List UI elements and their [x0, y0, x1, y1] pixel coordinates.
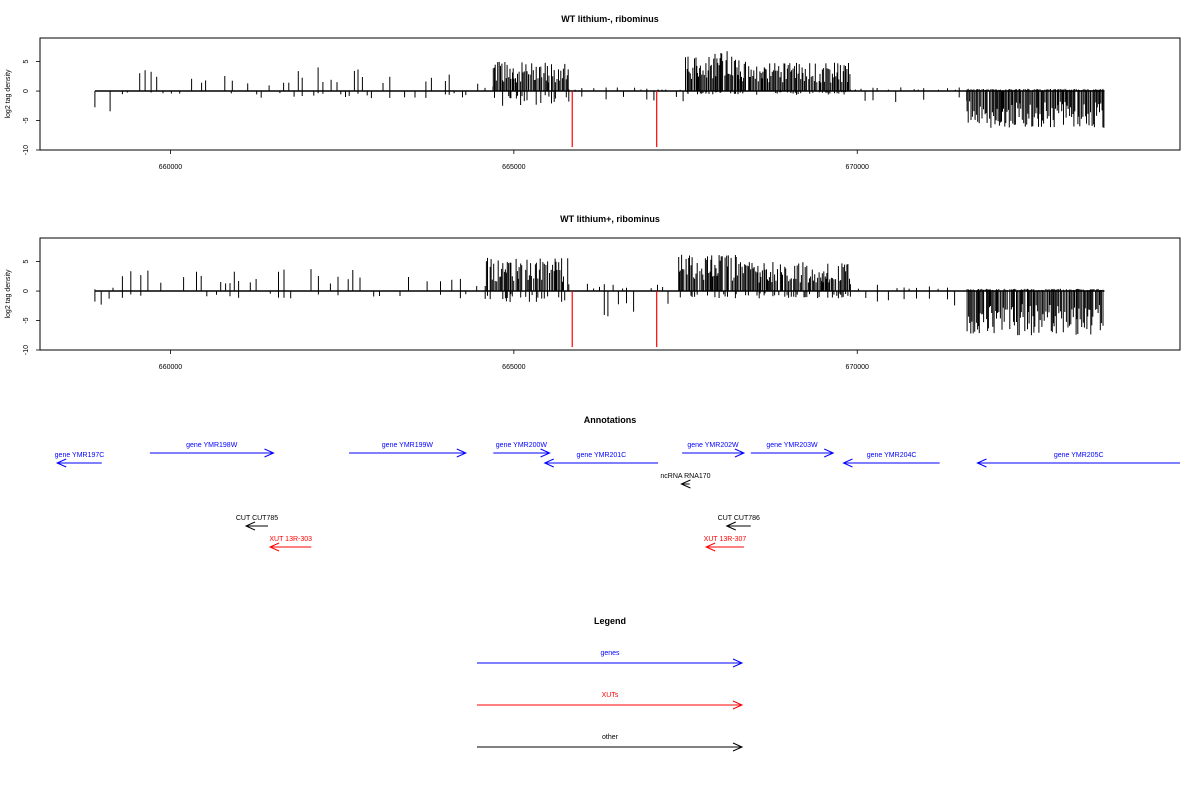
annotation-feature: gene YMR205C: [976, 452, 1180, 468]
y-axis-label: log2 tag density: [5, 69, 12, 119]
annotation-feature: CUT CUT786: [718, 515, 760, 531]
plot-frame: [39, 237, 1181, 351]
feature-arrow-head: [268, 542, 280, 552]
annotation-feature: XUT 13R-307: [704, 536, 747, 552]
legend-item: other: [477, 734, 744, 752]
annotation-label: gene YMR201C: [577, 452, 627, 459]
y-axis-label: log2 tag density: [5, 269, 12, 319]
annotation-label: gene YMR204C: [867, 452, 917, 459]
annotation-feature: gene YMR203W: [750, 442, 835, 458]
legend-label: other: [602, 734, 619, 741]
annotation-label: gene YMR199W: [382, 442, 434, 449]
panel2-title: WT lithium+, ribominus: [560, 214, 660, 224]
y-tick-label: 5: [23, 60, 30, 64]
feature-arrow-head: [680, 479, 691, 489]
panel1-title: WT lithium-, ribominus: [561, 14, 659, 24]
feature-arrow-head: [264, 448, 275, 458]
panel2-plot: -10 -5 0 5 log2 tag density 660000 665000 67000…: [5, 237, 1181, 371]
plot-frame: [39, 37, 1181, 151]
annotation-feature: gene YMR200W: [493, 442, 551, 458]
x-tick-label: 660000: [159, 164, 182, 171]
panel1-plot: -10 -5 0 5 log2 tag density 660000 665000 67000…: [5, 37, 1181, 171]
feature-arrow-head: [732, 742, 744, 752]
feature-arrow-head: [734, 448, 746, 458]
annotation-feature: gene YMR199W: [349, 442, 468, 458]
x-tick-label: 670000: [846, 164, 869, 171]
annotation-label: gene YMR198W: [186, 442, 238, 449]
feature-arrow-head: [540, 448, 551, 458]
feature-arrow-head: [704, 542, 716, 552]
annotation-label: gene YMR197C: [55, 452, 105, 459]
annotations-track: gene YMR197C gene YMR198W gene YMR199W gene…: [55, 442, 1180, 552]
annotation-feature: gene YMR201C: [543, 452, 659, 468]
y-tick-label: -10: [23, 345, 30, 355]
y-tick-label: -5: [23, 117, 30, 123]
feature-arrow-head: [456, 448, 468, 458]
annotation-feature: gene YMR204C: [842, 452, 940, 468]
y-tick-label: -10: [23, 145, 30, 155]
annotation-feature: gene YMR197C: [55, 452, 105, 468]
annotation-feature: gene YMR198W: [149, 442, 275, 458]
x-tick-label: 665000: [502, 364, 525, 371]
feature-arrow-head: [823, 448, 835, 458]
legend-label: XUTs: [602, 692, 619, 699]
feature-arrow-head: [732, 658, 744, 668]
annotation-label: CUT CUT786: [718, 515, 760, 522]
annotations-title: Annotations: [584, 415, 637, 425]
x-tick-label: 670000: [846, 364, 869, 371]
x-tick-label: 660000: [159, 364, 182, 371]
y-tick-label: 5: [23, 260, 30, 264]
feature-arrow-head: [732, 700, 744, 710]
legend-item: XUTs: [477, 692, 744, 710]
y-tick-label: 0: [23, 289, 30, 293]
annotation-label: gene YMR205C: [1054, 452, 1104, 459]
feature-arrow-head: [244, 521, 256, 531]
y-tick-label: 0: [23, 89, 30, 93]
annotation-label: ncRNA RNA170: [660, 473, 710, 480]
annotation-label: gene YMR200W: [496, 442, 548, 449]
legend-title: Legend: [594, 616, 626, 626]
feature-arrow-head: [725, 521, 736, 531]
feature-arrow-head: [842, 458, 853, 468]
legend-item: genes: [477, 650, 744, 668]
legend-label: genes: [600, 650, 620, 657]
annotation-label: CUT CUT785: [236, 515, 278, 522]
annotation-label: gene YMR203W: [766, 442, 818, 449]
annotation-feature: ncRNA RNA170: [660, 473, 711, 489]
feature-arrow-head: [543, 458, 554, 468]
feature-arrow-head: [976, 458, 987, 468]
annotation-label: XUT 13R-307: [704, 536, 747, 543]
annotation-feature: gene YMR202W: [682, 442, 746, 458]
feature-arrow-head: [55, 458, 67, 468]
annotation-label: gene YMR202W: [687, 442, 739, 449]
legend: genes XUTs other: [477, 650, 744, 752]
annotation-feature: XUT 13R-303: [268, 536, 312, 552]
annotation-label: XUT 13R-303: [269, 536, 312, 543]
y-tick-label: -5: [23, 317, 30, 323]
x-tick-label: 665000: [502, 164, 525, 171]
annotation-feature: CUT CUT785: [236, 515, 278, 531]
